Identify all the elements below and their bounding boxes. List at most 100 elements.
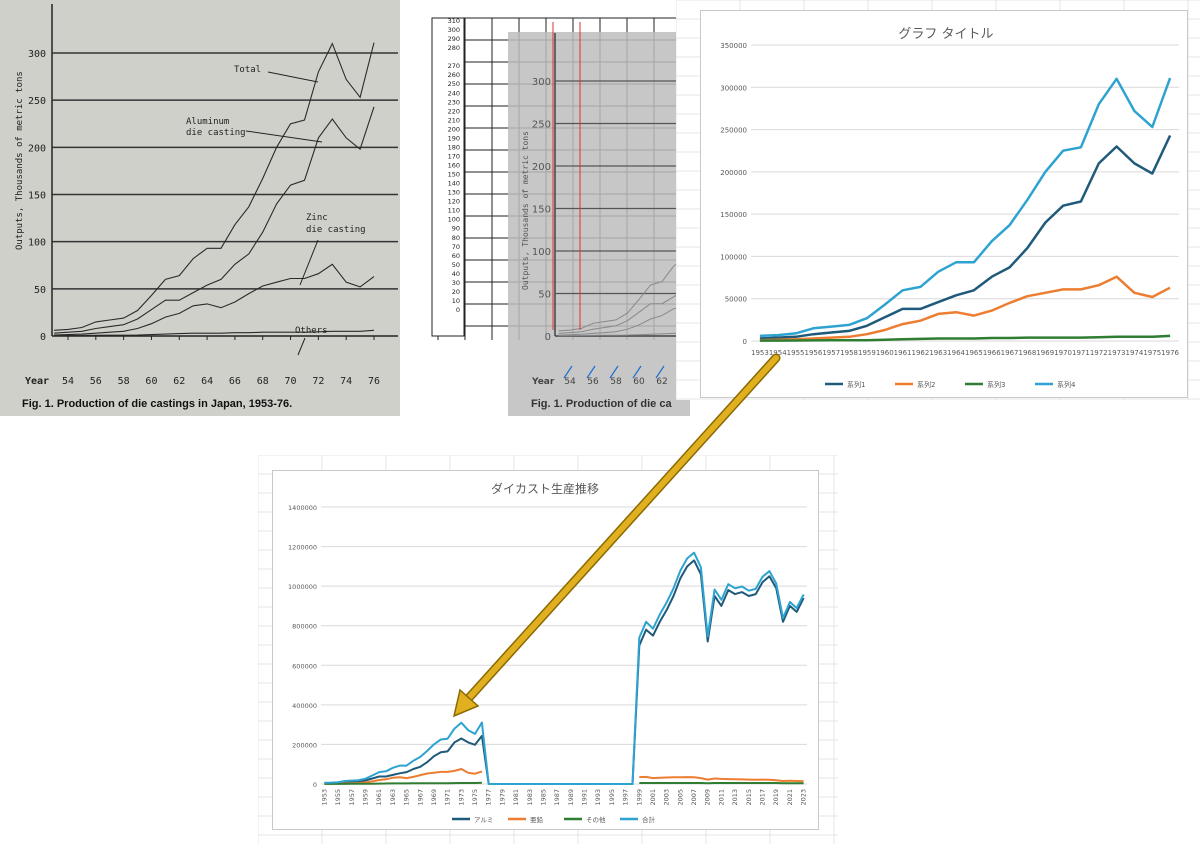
x-tick-label: 1962	[912, 349, 930, 357]
legend-label: 系列1	[847, 380, 865, 389]
x-tick-label: 2011	[717, 789, 725, 806]
ghost-ytick-label: 100	[532, 247, 551, 258]
x-tick-label: 2013	[731, 789, 739, 806]
scan-xtick-label: 68	[257, 376, 269, 387]
x-tick-label: 1985	[539, 789, 547, 806]
x-tick-label: 1973	[1108, 349, 1126, 357]
ladder-label: 180	[448, 143, 460, 151]
x-tick-label: 2001	[649, 789, 657, 806]
x-tick-label: 1963	[389, 789, 397, 806]
spreadsheet-overlay-panel: 300 250 200 150 100 50 0 54 56 58 60 62 310 300 290 28…	[400, 0, 690, 416]
ladder-label: 80	[452, 234, 460, 242]
scan-xtick-label: 60	[145, 376, 157, 387]
y-tick-label: 300000	[720, 84, 747, 92]
ghost-caption: Fig. 1. Production of die ca	[531, 398, 672, 410]
scan-caption: Fig. 1. Production of die castings in Ja…	[22, 398, 292, 410]
x-tick-label: 1989	[567, 789, 575, 806]
scan-year-label: Year	[25, 376, 49, 387]
x-tick-label: 1981	[512, 789, 520, 806]
x-tick-label: 1964	[947, 349, 965, 357]
ladder-label: 200	[448, 125, 460, 133]
scan-ytick-label: 100	[28, 238, 46, 249]
ladder-label: 300	[448, 26, 460, 34]
ladder-label: 260	[448, 71, 460, 79]
x-tick-label: 1968	[1019, 349, 1037, 357]
x-tick-label: 1965	[965, 349, 983, 357]
x-tick-label: 1957	[822, 349, 840, 357]
y-tick-label: 1200000	[288, 544, 317, 552]
x-tick-label: 1955	[787, 349, 805, 357]
ladder-frame	[431, 17, 465, 337]
x-tick-label: 1966	[983, 349, 1001, 357]
ghost-series-line-2	[558, 306, 690, 336]
x-tick-label: 1995	[608, 789, 616, 806]
chart1-plot: グラフ タイトル 0 50000 100000 150000 200000 250000 3…	[720, 27, 1179, 389]
excel-chart-1[interactable]: グラフ タイトル 0 50000 100000 150000 200000 250000 3…	[700, 10, 1188, 398]
scan-series-line-1	[54, 106, 375, 334]
ghost-ytick-label: 150	[532, 205, 551, 216]
x-tick-label: 2005	[676, 789, 684, 806]
ladder-label: 120	[448, 198, 460, 206]
ghost-xtick-label: 56	[587, 377, 599, 387]
ladder-label: 220	[448, 107, 460, 115]
scan-pointer-zinc	[299, 239, 319, 286]
scan-annot-others: Others	[295, 326, 328, 336]
x-tick-label: 1955	[334, 789, 342, 806]
ladder-label: 170	[448, 152, 460, 160]
ghost-ytick-label: 250	[532, 120, 551, 131]
ladder-label: 210	[448, 116, 460, 124]
ladder-label: 230	[448, 98, 460, 106]
y-tick-label: 0	[313, 781, 317, 789]
x-tick-label: 1971	[444, 789, 452, 806]
scan-xtick-label: 72	[312, 376, 324, 387]
x-tick-label: 1967	[416, 789, 424, 806]
scan-xtick-label: 74	[340, 376, 352, 387]
ladder-label: 280	[448, 44, 460, 52]
ladder-label: 150	[448, 171, 460, 179]
scan-annot-zinc2: die casting	[306, 225, 366, 235]
scan-xtick-label: 76	[368, 376, 380, 387]
scan-ytick-label: 250	[28, 96, 46, 107]
scan-ytick-label: 300	[28, 49, 46, 60]
series-line-3	[324, 781, 804, 785]
ladder-label: 40	[452, 270, 460, 278]
x-tick-label: 1961	[375, 789, 383, 806]
excel-chart-2[interactable]: ダイカスト生産推移 0 200000 400000 600000 800000 10000…	[272, 470, 819, 830]
ghost-xtick-label: 58	[610, 377, 622, 387]
x-tick-label: 1959	[361, 789, 369, 806]
ghost-ytick-label: 200	[532, 162, 551, 173]
x-tick-label: 1974	[1126, 349, 1144, 357]
scan-xtick-label: 64	[201, 376, 213, 387]
y-tick-label: 100000	[720, 253, 747, 261]
x-tick-label: 1976	[1161, 349, 1179, 357]
ladder-label: 130	[448, 189, 460, 197]
series-line-1	[759, 134, 1172, 340]
scan-annot-zinc1: Zinc	[306, 213, 328, 223]
y-tick-label: 800000	[292, 623, 317, 631]
legend-label: 系列3	[987, 380, 1005, 389]
ladder-label: 10	[452, 297, 460, 305]
ghost-scan-image	[508, 32, 690, 416]
x-tick-label: 2019	[772, 789, 780, 806]
ghost-xtick-label: 60	[633, 377, 645, 387]
x-tick-label: 1953	[320, 789, 328, 806]
x-tick-label: 1960	[876, 349, 894, 357]
x-tick-label: 1991	[581, 789, 589, 806]
y-tick-label: 1400000	[288, 504, 317, 512]
ladder-label: 50	[452, 261, 460, 269]
y-tick-label: 50000	[725, 296, 747, 304]
scan-xtick-label: 70	[285, 376, 297, 387]
x-tick-label: 1987	[553, 789, 561, 806]
ladder-label: 20	[452, 288, 460, 296]
ladder-label: 90	[452, 225, 460, 233]
ghost-series-line-4	[558, 256, 690, 332]
x-tick-label: 1956	[805, 349, 823, 357]
series-line-2	[759, 275, 1171, 342]
scan-ytick-label: 150	[28, 191, 46, 202]
ladder-label: 240	[448, 89, 460, 97]
ladder-label: 310	[448, 17, 460, 25]
y-tick-label: 0	[743, 338, 747, 346]
y-tick-label: 350000	[720, 42, 747, 50]
x-tick-label: 2015	[745, 789, 753, 806]
